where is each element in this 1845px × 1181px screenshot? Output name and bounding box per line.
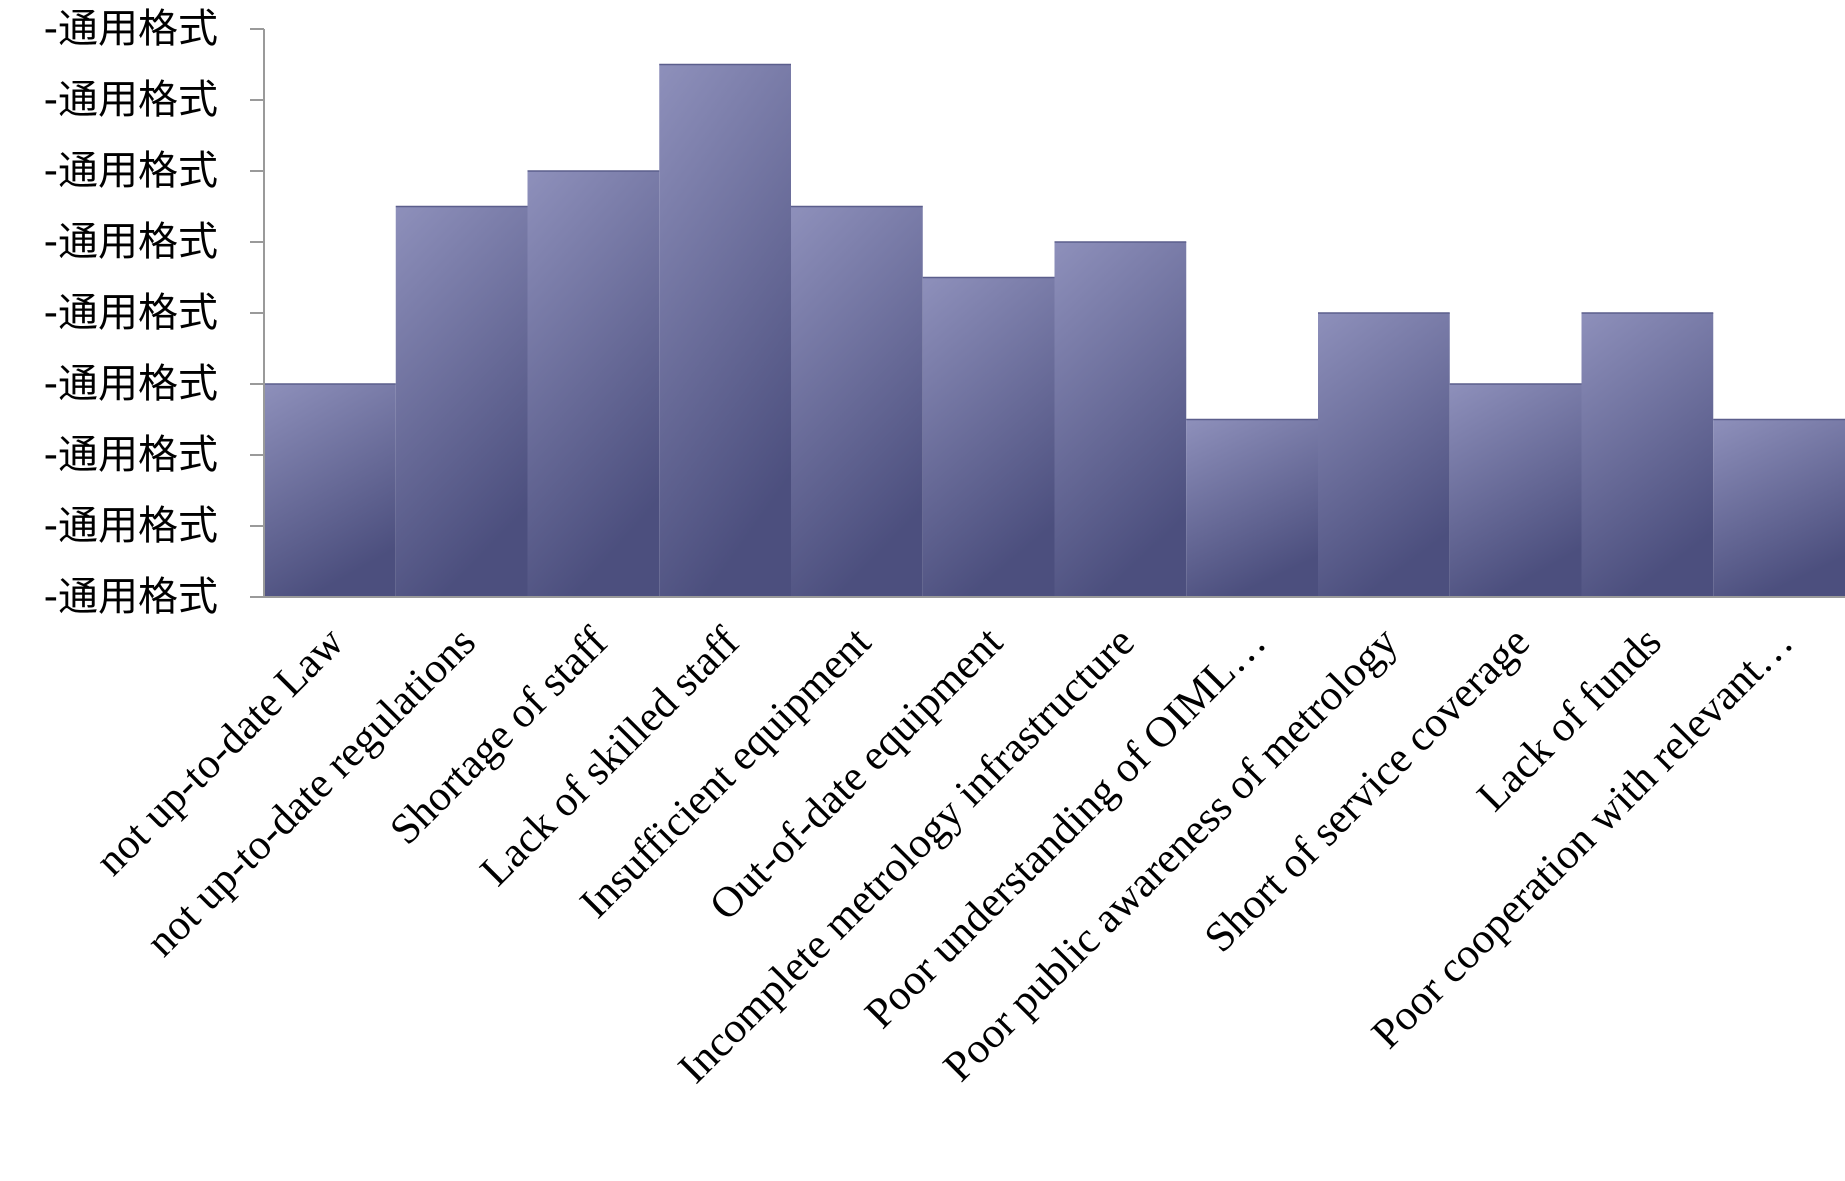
bar-5 — [791, 206, 923, 597]
bar-3 — [527, 171, 660, 597]
y-tick-label: -通用格式 — [44, 148, 218, 194]
x-tick-label: not up-to-date Law — [87, 618, 353, 884]
bars-group — [264, 63, 1845, 597]
y-tick-label: -通用格式 — [44, 219, 218, 265]
bar-4 — [659, 64, 791, 597]
bar-1 — [264, 384, 396, 597]
bar-10 — [1449, 384, 1582, 597]
y-tick-label: -通用格式 — [44, 290, 218, 336]
bar-7 — [1054, 242, 1187, 597]
y-tick-label: -通用格式 — [44, 432, 218, 478]
y-tick-label: -通用格式 — [44, 503, 218, 549]
bar-11 — [1581, 313, 1714, 597]
bar-2 — [395, 206, 528, 597]
bar-9 — [1318, 313, 1450, 597]
y-tick-label: -通用格式 — [44, 6, 218, 52]
axes-group — [250, 28, 1845, 598]
y-tick-label: -通用格式 — [44, 574, 218, 620]
y-tick-label: -通用格式 — [44, 361, 218, 407]
bar-8 — [1186, 419, 1318, 597]
bar-6 — [922, 277, 1055, 597]
y-tick-labels: -通用格式 -通用格式 -通用格式 -通用格式 -通用格式 -通用格式 -通用格式 -通用格式… — [44, 6, 218, 620]
y-tick-label: -通用格式 — [44, 77, 218, 123]
bar-12 — [1713, 419, 1845, 597]
x-tick-label: Lack of skilled staff — [472, 618, 749, 895]
